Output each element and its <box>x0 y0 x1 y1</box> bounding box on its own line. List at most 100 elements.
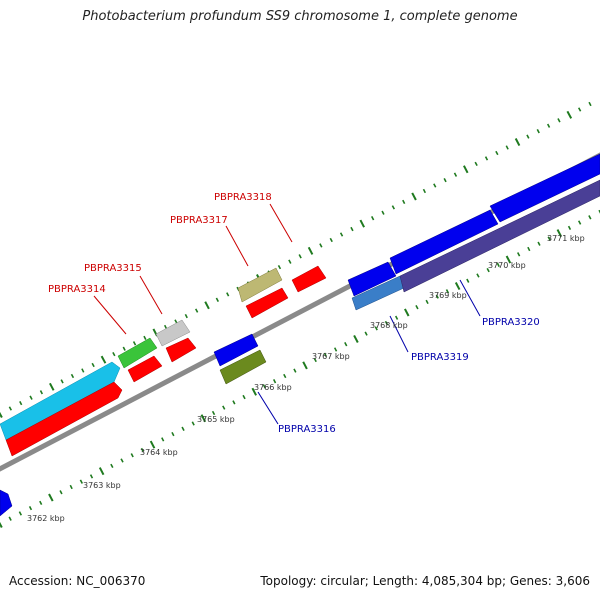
inner-tick-mark <box>333 347 338 352</box>
inner-tick-mark <box>384 320 389 326</box>
accession-text: Accession: NC_006370 <box>9 574 146 588</box>
gene-arrow-red-fwd-1[interactable] <box>291 265 327 293</box>
inner-tick-mark <box>242 394 246 400</box>
outer-tick-mark <box>100 355 107 364</box>
inner-tick-mark <box>140 447 145 453</box>
gene-arrow-pbpra3316[interactable] <box>219 349 267 385</box>
gene-label-pbpra3316[interactable]: PBPRA3316 <box>278 424 336 435</box>
outer-tick-mark <box>566 110 573 119</box>
inner-tick-mark <box>0 521 3 528</box>
inner-tick-mark <box>364 331 368 336</box>
outer-tick-mark <box>350 226 354 232</box>
inner-tick-mark <box>130 453 134 458</box>
outer-tick-mark <box>546 123 551 128</box>
callout-line-pbpra3314 <box>93 295 127 335</box>
inner-tick-mark <box>598 209 600 214</box>
scale-label-3767: 3767 kbp <box>312 352 350 361</box>
outer-tick-mark <box>359 219 365 228</box>
topology-text: Topology: circular; Length: 4,085,304 bp… <box>260 574 590 588</box>
gene-arrow-blue-rev-2[interactable] <box>347 261 397 297</box>
outer-tick-mark <box>91 362 95 368</box>
gene-label-pbpra3318[interactable]: PBPRA3318 <box>214 192 272 203</box>
gene-arrow-red-rev-2[interactable] <box>127 355 163 383</box>
inner-tick-mark <box>445 289 450 294</box>
inner-tick-mark <box>588 215 592 220</box>
inner-tick-mark <box>232 400 236 405</box>
outer-tick-mark <box>184 313 188 319</box>
inner-tick-mark <box>505 255 512 264</box>
outer-tick-mark <box>484 156 489 161</box>
gene-arrow-blue-rev-1[interactable] <box>213 333 259 367</box>
outer-tick-mark <box>298 254 302 259</box>
inner-tick-mark <box>577 220 582 225</box>
outer-tick-mark <box>495 150 499 156</box>
inner-tick-mark <box>527 246 531 252</box>
inner-tick-track <box>0 209 600 528</box>
inner-tick-mark <box>404 308 410 317</box>
scale-labels: 3762 kbp 3763 kbp 3764 kbp 3765 kbp 3766… <box>27 234 585 523</box>
outer-tick-mark <box>443 178 447 183</box>
outer-tick-mark <box>226 292 230 297</box>
inner-tick-mark <box>120 458 124 463</box>
gene-arrow-red-rev-3[interactable] <box>165 337 197 363</box>
outer-tick-mark <box>8 406 13 411</box>
inner-tick-mark <box>415 305 419 310</box>
inner-tick-mark <box>69 484 73 490</box>
outer-tick-mark <box>0 411 3 418</box>
inner-tick-mark <box>476 273 480 278</box>
outer-tick-mark <box>29 395 33 400</box>
inner-tick-mark <box>537 241 541 246</box>
gene-arrow-pbpra3315[interactable] <box>117 337 158 369</box>
outer-tick-mark <box>557 118 561 123</box>
callout-line-pbpra3320 <box>459 279 481 317</box>
inner-tick-mark <box>191 421 195 426</box>
inner-tick-mark <box>496 262 500 268</box>
outer-tick-mark <box>463 165 469 174</box>
outer-tick-mark <box>163 324 168 330</box>
outer-tick-mark <box>81 368 85 373</box>
gene-label-pbpra3315[interactable]: PBPRA3315 <box>84 263 142 274</box>
inner-tick-mark <box>28 506 33 511</box>
outer-tick-mark <box>391 205 396 210</box>
reverse-strand-genes <box>0 153 600 517</box>
outer-tick-mark <box>194 308 199 313</box>
outer-tick-mark <box>215 297 220 302</box>
inner-tick-mark <box>200 414 207 423</box>
gene-label-pbpra3317[interactable]: PBPRA3317 <box>170 215 228 226</box>
gene-arrow-blue-rev-3[interactable] <box>389 209 499 275</box>
inner-tick-mark <box>302 361 308 370</box>
outer-tick-mark <box>411 192 417 201</box>
inner-tick-mark <box>344 342 348 347</box>
gene-arrow-red-rev-4[interactable] <box>245 287 289 319</box>
callout-line-pbpra3318 <box>269 203 293 243</box>
callout-line-pbpra3319 <box>389 315 409 353</box>
gene-arrow-blue-rev-edge[interactable] <box>0 489 13 517</box>
inner-tick-mark <box>353 334 359 343</box>
gene-arrow-pbpra3314[interactable] <box>0 361 121 441</box>
inner-tick-mark <box>171 431 175 437</box>
inner-tick-mark <box>556 229 563 238</box>
outer-tick-mark <box>70 373 75 379</box>
inner-tick-mark <box>161 437 165 442</box>
outer-tick-mark <box>370 216 375 221</box>
inner-tick-mark <box>48 493 54 502</box>
outer-tick-mark <box>474 161 478 166</box>
inner-tick-mark <box>110 463 114 468</box>
gene-arrow-blue-rev-4[interactable] <box>489 153 600 223</box>
gene-arrow-unnamed-grey[interactable] <box>155 319 191 347</box>
inner-tick-mark <box>181 426 185 431</box>
gene-labels: PBPRA3314 PBPRA3315 PBPRA3316 PBPRA3317 … <box>48 192 540 435</box>
inner-tick-mark <box>149 440 156 449</box>
gene-label-pbpra3319[interactable]: PBPRA3319 <box>411 352 469 363</box>
gene-label-pbpra3314[interactable]: PBPRA3314 <box>48 284 106 295</box>
gene-arrow-red-rev-1[interactable] <box>5 381 123 457</box>
gene-arrow-pbpra3320[interactable] <box>399 179 600 293</box>
outer-tick-mark <box>122 346 126 351</box>
gene-label-pbpra3320[interactable]: PBPRA3320 <box>482 317 540 328</box>
outer-tick-mark <box>204 301 210 310</box>
outer-tick-mark <box>577 107 582 112</box>
gene-arrow-pbpra3317[interactable] <box>237 267 283 303</box>
inner-tick-mark <box>547 236 551 241</box>
outer-tick-mark <box>288 259 292 264</box>
